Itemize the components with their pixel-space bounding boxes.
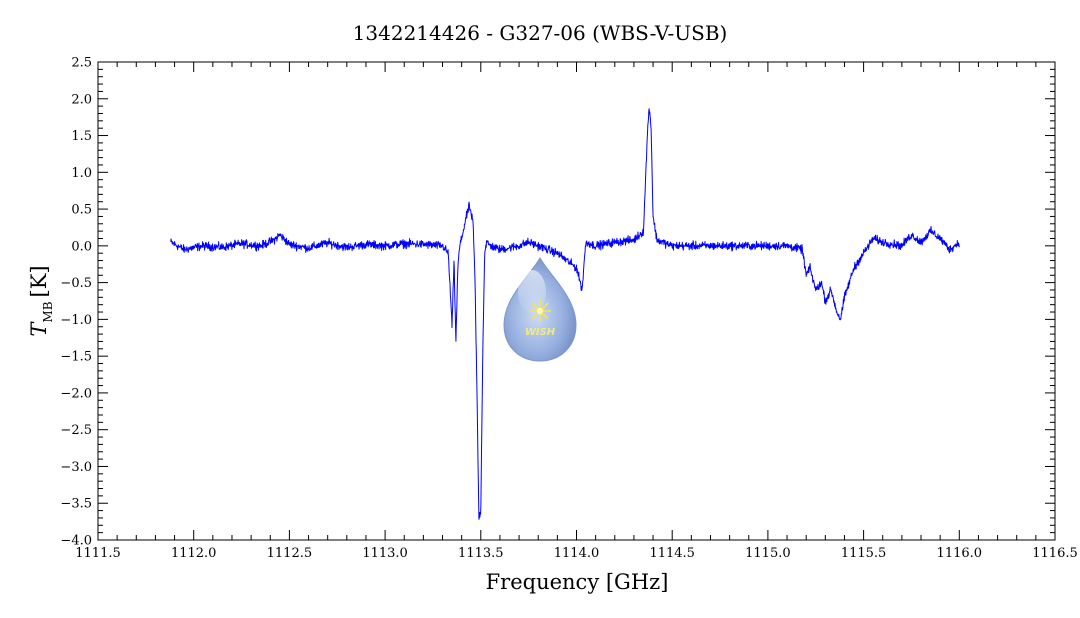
y-tick-label: 1.5 xyxy=(71,129,92,144)
y-axis-label-subscript: MB xyxy=(41,301,55,322)
y-tick-label: −4.0 xyxy=(60,534,92,549)
x-tick-label: 1111.5 xyxy=(75,546,121,561)
y-tick-label: −1.5 xyxy=(60,350,92,365)
y-tick-label: 1.0 xyxy=(71,166,92,181)
y-tick-label: −2.5 xyxy=(60,423,92,438)
x-tick-label: 1116.5 xyxy=(1032,546,1078,561)
y-tick-label: −3.0 xyxy=(60,460,92,475)
x-axis-label: Frequency [GHz] xyxy=(486,570,669,594)
x-tick-label: 1114.0 xyxy=(554,546,600,561)
wish-logo-star-core xyxy=(536,307,544,315)
x-tick-label: 1115.5 xyxy=(841,546,887,561)
x-tick-label: 1112.5 xyxy=(267,546,313,561)
wish-logo-text: WISH xyxy=(525,327,556,338)
y-tick-label: −1.0 xyxy=(60,313,92,328)
y-axis-label-symbol: T xyxy=(27,321,51,337)
x-tick-label: 1116.0 xyxy=(937,546,983,561)
x-tick-label: 1113.0 xyxy=(362,546,408,561)
y-tick-label: 2.5 xyxy=(71,56,92,71)
axis-ticks xyxy=(97,61,1056,541)
wish-logo-shine xyxy=(518,270,546,314)
plot-frame xyxy=(97,61,1056,541)
y-tick-labels: 2.5 2.0 1.5 1.0 0.5 0.0 −0.5 −1.0 −1.5 −2.0 −2.5 −3… xyxy=(60,56,92,549)
y-tick-label: −0.5 xyxy=(60,276,92,291)
y-tick-label: 0.5 xyxy=(71,203,92,218)
y-tick-label: 0.0 xyxy=(71,239,92,254)
x-tick-label: 1113.5 xyxy=(458,546,504,561)
x-tick-labels: 1111.5 1112.0 1112.5 1113.0 1113.5 1114.0 1114… xyxy=(75,546,1078,561)
x-tick-label: 1112.0 xyxy=(171,546,217,561)
y-tick-label: −3.5 xyxy=(60,497,92,512)
y-axis-label: TMB [K] xyxy=(27,265,55,336)
y-tick-label: −2.0 xyxy=(60,386,92,401)
wish-logo: WISH xyxy=(503,257,577,362)
spectrum-line xyxy=(170,108,960,520)
y-tick-label: 2.0 xyxy=(71,92,92,107)
svg-text:TMB[K]: TMB [K] xyxy=(27,265,55,336)
y-axis-label-unit: [K] xyxy=(27,265,51,297)
x-tick-label: 1114.5 xyxy=(649,546,695,561)
chart-title: 1342214426 - G327-06 (WBS-V-USB) xyxy=(353,21,728,45)
x-tick-label: 1115.0 xyxy=(745,546,791,561)
